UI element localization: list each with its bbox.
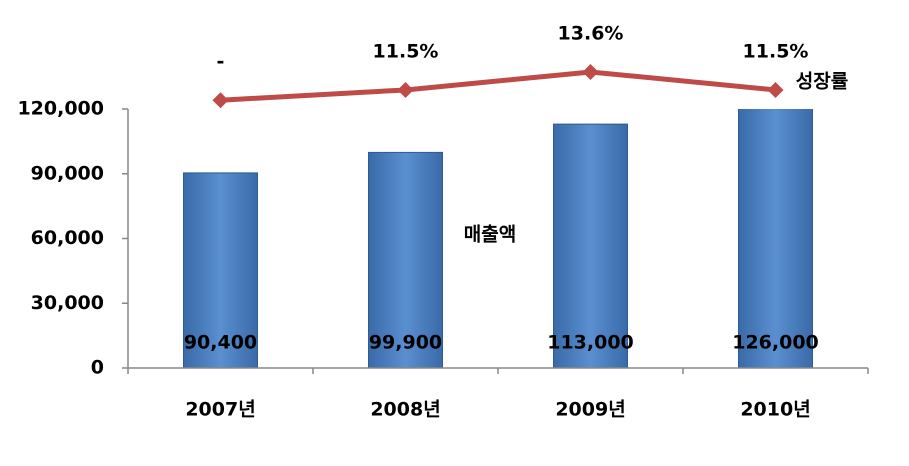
data-label: 99,900 xyxy=(369,332,442,354)
bar-layer xyxy=(183,109,813,368)
marker xyxy=(767,81,784,98)
series-label: 매출액 xyxy=(464,224,516,246)
data-label: 126,000 xyxy=(732,332,819,354)
data-label: 11.5% xyxy=(373,40,439,62)
marker xyxy=(582,63,599,80)
bar xyxy=(183,172,258,368)
line xyxy=(220,69,776,103)
bar xyxy=(368,151,443,368)
y-tick-label: 0 xyxy=(91,357,104,379)
y-tick-label: 30,000 xyxy=(31,292,104,314)
x-tick-label: 2009년 xyxy=(555,399,625,421)
x-tick-label: 2008년 xyxy=(370,399,440,421)
data-label: - xyxy=(217,51,225,73)
data-label: 90,400 xyxy=(184,332,257,354)
series-label: 성장률 xyxy=(796,71,848,93)
marker xyxy=(397,81,414,98)
y-tick-label: 120,000 xyxy=(17,98,104,120)
data-label: 13.6% xyxy=(558,22,624,44)
marker xyxy=(212,92,229,109)
x-tick-label: 2010년 xyxy=(740,399,810,421)
y-tick-label: 60,000 xyxy=(31,227,104,249)
y-tick-label: 90,000 xyxy=(31,162,104,184)
bar xyxy=(738,109,813,368)
data-label: 11.5% xyxy=(743,40,809,62)
bar xyxy=(553,123,628,368)
data-label: 113,000 xyxy=(547,332,634,354)
x-tick-label: 2007년 xyxy=(185,399,255,421)
